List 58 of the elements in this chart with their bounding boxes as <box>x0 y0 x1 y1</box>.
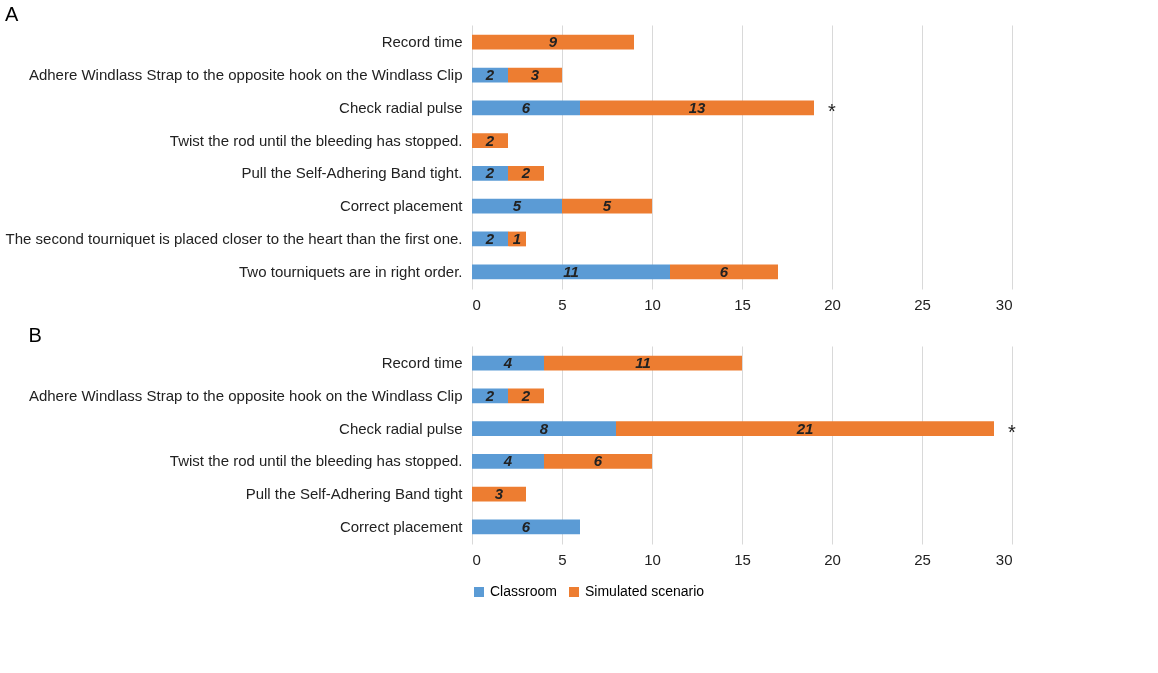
y-tick-label: Pull the Self-Adhering Band tight. <box>241 164 463 182</box>
data-label: 21 <box>795 419 814 437</box>
y-tick-label: Correct placement <box>339 197 464 215</box>
x-tick-label: 15 <box>734 295 751 313</box>
x-tick-label: 25 <box>914 550 931 568</box>
data-label: 8 <box>539 419 549 437</box>
data-label: 5 <box>512 197 522 215</box>
x-tick-label: 10 <box>644 295 661 313</box>
x-tick-label: 20 <box>824 295 841 313</box>
y-tick-label: Record time <box>381 33 463 51</box>
x-tick-label: 0 <box>472 295 481 313</box>
x-tick-label: 5 <box>558 550 567 568</box>
data-label: 2 <box>484 164 495 182</box>
y-tick-label: Record time <box>381 354 463 372</box>
data-label: 3 <box>530 66 540 84</box>
data-label: 2 <box>484 66 495 84</box>
y-tick-label: Two tourniquets are in right order. <box>239 262 463 280</box>
data-label: 2 <box>484 229 495 247</box>
y-tick-label: The second tourniquet is placed closer to the heart than the first one. <box>5 229 463 247</box>
text: B <box>28 324 42 346</box>
y-tick-label: Check radial pulse <box>339 419 463 437</box>
x-tick-label: 20 <box>824 550 841 568</box>
annotation: * <box>1008 420 1016 443</box>
data-label: 6 <box>593 452 603 470</box>
legend-label: Simulated scenario <box>585 583 705 599</box>
data-label: 2 <box>484 386 495 404</box>
x-tick-label: 5 <box>558 295 567 313</box>
data-label: 13 <box>688 98 706 116</box>
data-label: 2 <box>520 164 531 182</box>
data-label: 11 <box>635 354 651 372</box>
data-label: 6 <box>521 98 531 116</box>
y-tick-label: Twist the rod until the bleeding has stopped. <box>169 452 463 470</box>
data-label: 3 <box>494 485 504 503</box>
x-tick-label: 30 <box>995 295 1013 313</box>
legend-label: Classroom <box>490 583 557 599</box>
text: A <box>5 3 20 25</box>
data-label: 6 <box>719 262 729 280</box>
data-label: 4 <box>502 452 513 470</box>
data-label: 9 <box>548 33 558 51</box>
x-tick-label: 25 <box>914 295 931 313</box>
data-label: 1 <box>512 229 522 247</box>
data-label: 2 <box>484 131 495 149</box>
y-tick-label: Correct placement <box>339 517 464 535</box>
data-label: 4 <box>502 354 513 372</box>
y-tick-label: Twist the rod until the bleeding has stopped. <box>169 131 463 149</box>
data-label: 5 <box>602 197 612 215</box>
x-tick-label: 0 <box>472 550 481 568</box>
y-tick-label: Pull the Self-Adhering Band tight <box>245 485 464 503</box>
x-tick-label: 10 <box>644 550 661 568</box>
annotation: * <box>828 99 836 122</box>
y-tick-label: Check radial pulse <box>339 98 463 116</box>
y-tick-label: Adhere Windlass Strap to the opposite hook on the Windlass Clip <box>28 386 463 404</box>
x-tick-label: 30 <box>995 550 1013 568</box>
data-label: 11 <box>563 262 579 280</box>
x-tick-label: 15 <box>734 550 751 568</box>
y-tick-label: Adhere Windlass Strap to the opposite hook on the Windlass Clip <box>28 66 463 84</box>
data-label: 2 <box>520 386 531 404</box>
data-label: 6 <box>521 517 531 535</box>
